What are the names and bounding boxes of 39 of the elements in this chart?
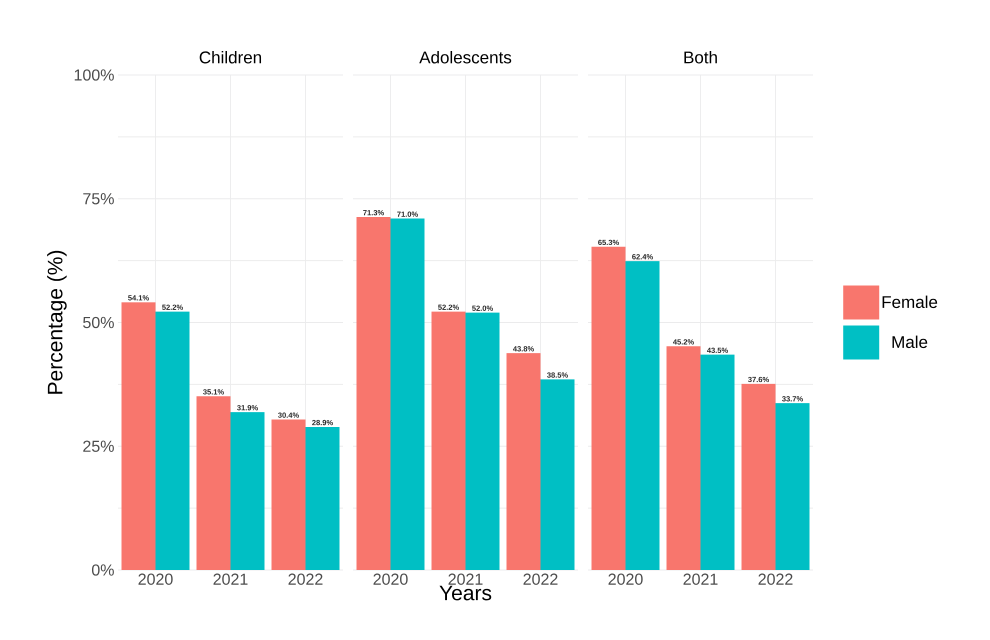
x-tick-label: 2021 — [684, 574, 718, 585]
x-tick-label: 2022 — [288, 574, 322, 585]
chart-title: Children — [200, 50, 262, 64]
y-tick-label: 0% — [92, 564, 114, 576]
y-tick-label: 75% — [83, 193, 114, 204]
x-tick-label: 2022 — [758, 574, 792, 585]
bar — [666, 346, 701, 570]
x-tick-label: 2021 — [448, 574, 483, 585]
bar — [156, 312, 190, 570]
x-tick-label: 2020 — [608, 574, 643, 585]
bar — [592, 246, 626, 570]
bar — [506, 353, 541, 570]
bar — [466, 312, 500, 570]
bar — [196, 396, 231, 570]
legend-label: Female — [882, 296, 938, 308]
x-axis-title: Years — [439, 586, 492, 600]
y-tick-label: 100% — [74, 69, 114, 81]
chart-title: Both — [684, 50, 717, 64]
bar — [390, 218, 425, 570]
y-tick-label: 50% — [83, 316, 114, 328]
bar — [626, 261, 660, 570]
bar — [742, 384, 776, 570]
bar — [306, 426, 340, 570]
x-tick-label: 2021 — [214, 574, 248, 585]
bar — [432, 312, 466, 570]
bar — [272, 420, 306, 570]
bar — [540, 379, 575, 570]
bar — [776, 403, 810, 570]
bar — [230, 412, 265, 570]
legend-label: Male — [892, 336, 928, 348]
x-tick-label: 2020 — [374, 574, 408, 585]
chart-title: Adolescents — [419, 50, 512, 64]
bar — [122, 302, 156, 570]
x-tick-label: 2020 — [138, 574, 173, 585]
y-tick-label: 25% — [83, 440, 114, 452]
x-tick-label: 2022 — [524, 574, 558, 585]
bar — [700, 354, 735, 570]
bar — [356, 217, 391, 570]
y-axis-title: Percentage (%) — [47, 250, 67, 394]
